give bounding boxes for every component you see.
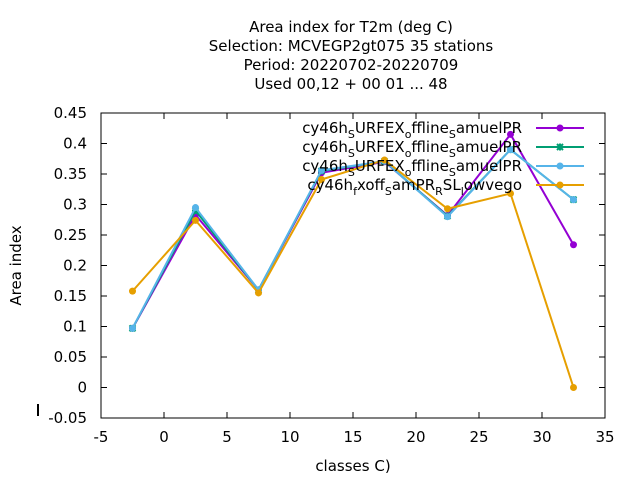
data-point	[507, 146, 514, 154]
y-tick-label: 0.1	[63, 318, 87, 336]
chart-title: Area index for T2m (deg C)Selection: MCV…	[209, 18, 494, 93]
legend-marker	[556, 162, 564, 170]
y-tick-label: 0.45	[54, 104, 87, 122]
x-tick-label: 20	[406, 428, 425, 446]
data-point	[129, 287, 136, 295]
series-line	[131, 158, 575, 388]
y-tick-label: 0.15	[54, 287, 87, 305]
x-tick-label: 15	[343, 428, 362, 446]
series-line	[131, 132, 575, 329]
y-axis-label: Area index	[7, 225, 25, 305]
chart-title-line: Area index for T2m (deg C)	[249, 18, 453, 36]
data-point	[192, 204, 199, 212]
legend-label: cy46hSURFEXofflineSamuelPR	[302, 119, 522, 141]
data-point	[192, 216, 199, 224]
y-tick-label: 0.25	[54, 226, 87, 244]
legend-label: cy46hSURFEXofflineSamuelPR	[302, 157, 522, 179]
y-tick-label: 0.35	[54, 165, 87, 183]
legend-marker	[556, 181, 564, 189]
x-tick-label: -5	[94, 428, 109, 446]
chart-title-line: Selection: MCVEGP2gt075 35 stations	[209, 37, 494, 55]
y-tick-label: -0.05	[48, 409, 87, 427]
x-tick-label: 10	[280, 428, 299, 446]
data-point	[570, 241, 577, 249]
x-axis-label: classes C)	[315, 457, 390, 475]
x-tick-label: 30	[532, 428, 551, 446]
legend: cy46hSURFEXofflineSamuelPRcy46hSURFEXoff…	[302, 119, 584, 198]
legend-marker	[556, 124, 564, 132]
data-point	[318, 175, 325, 183]
data-point	[318, 166, 325, 174]
axis-ticks: -5 0 5 10 15 20 25 30 35 -0.05 0 0.05 0.1 0.15 0.2 0.25…	[37, 104, 615, 446]
y-tick-label: 0.2	[63, 257, 87, 275]
data-point	[444, 213, 451, 221]
series-line	[131, 148, 575, 329]
chart-title-line: Period: 20220702-20220709	[244, 56, 459, 74]
legend-marker	[556, 143, 564, 151]
x-tick-label: 25	[469, 428, 488, 446]
x-tick-label: 35	[595, 428, 614, 446]
data-point	[507, 190, 514, 198]
data-point	[444, 205, 451, 213]
chart-title-line: Used 00,12 + 00 01 ... 48	[254, 75, 447, 93]
data-point	[381, 156, 388, 164]
data-point	[570, 196, 577, 204]
x-tick-label: 5	[222, 428, 232, 446]
data-point	[570, 384, 577, 391]
y-tick-label: 0.4	[63, 135, 87, 153]
y-tick-label: 0.05	[54, 348, 87, 366]
y-tick-label: 0	[77, 379, 87, 397]
x-tick-label: 0	[159, 428, 169, 446]
legend-label: cy46hfxoffSamPRRSLlowvego	[307, 176, 522, 198]
y-tick-label: 0.3	[63, 196, 87, 214]
series-group	[128, 130, 578, 391]
data-point	[507, 130, 514, 138]
legend-label: cy46hSURFEXofflineSamuelPR	[302, 138, 522, 160]
data-point	[129, 324, 136, 332]
data-point	[255, 289, 262, 297]
